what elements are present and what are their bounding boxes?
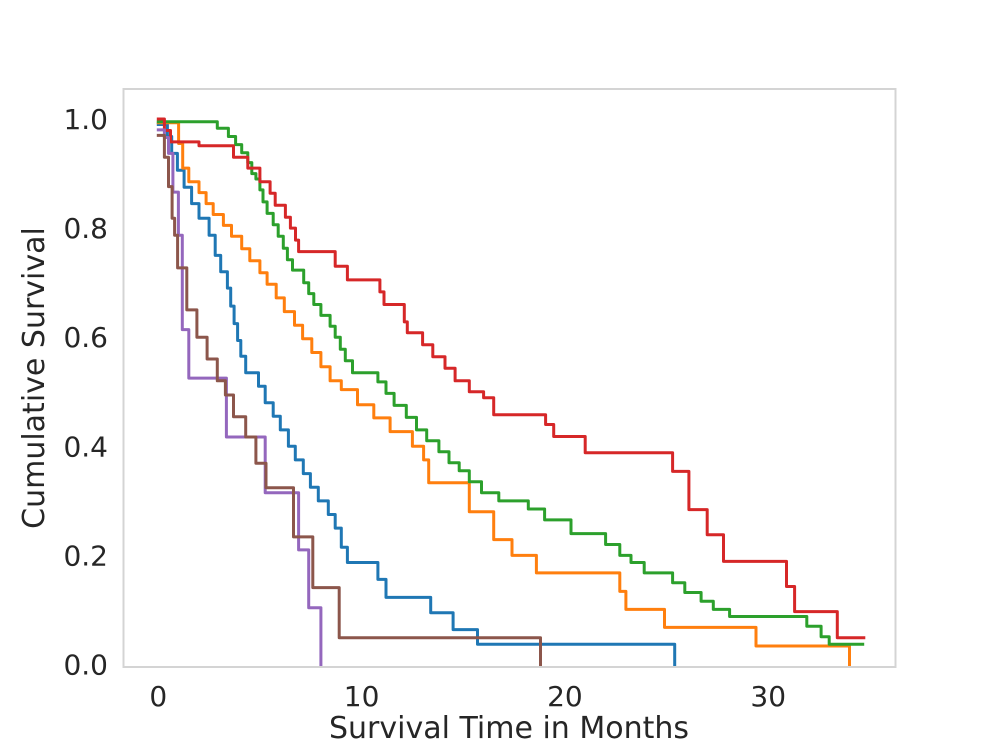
plot-area xyxy=(122,88,897,668)
y-tick-label-0.4: 0.4 xyxy=(63,430,108,463)
y-tick-label-0.8: 0.8 xyxy=(63,212,108,245)
x-axis-label: Survival Time in Months xyxy=(329,711,689,746)
survival-curve-group-purple xyxy=(156,128,323,666)
x-tick-label-0: 0 xyxy=(149,680,167,713)
y-axis-tick-labels: 0.0 0.2 0.4 0.6 0.8 1.0 xyxy=(63,103,108,682)
y-tick-label-0.0: 0.0 xyxy=(63,649,108,682)
survival-curves xyxy=(156,117,866,666)
y-tick-label-0.2: 0.2 xyxy=(63,539,108,572)
survival-curve-group-green xyxy=(156,120,865,646)
survival-curve-group-red xyxy=(156,117,866,640)
y-axis-label: Cumulative Survival xyxy=(17,227,52,529)
x-tick-label-20: 20 xyxy=(547,680,583,713)
y-tick-label-1.0: 1.0 xyxy=(63,103,108,136)
x-axis-tick-labels: 0 10 20 30 xyxy=(149,680,786,713)
x-tick-label-10: 10 xyxy=(344,680,380,713)
survival-curve-group-orange xyxy=(156,121,851,666)
survival-curve-group-brown xyxy=(156,133,542,666)
y-tick-label-0.6: 0.6 xyxy=(63,321,108,354)
x-tick-label-30: 30 xyxy=(750,680,786,713)
survival-curve-group-blue xyxy=(156,123,677,666)
